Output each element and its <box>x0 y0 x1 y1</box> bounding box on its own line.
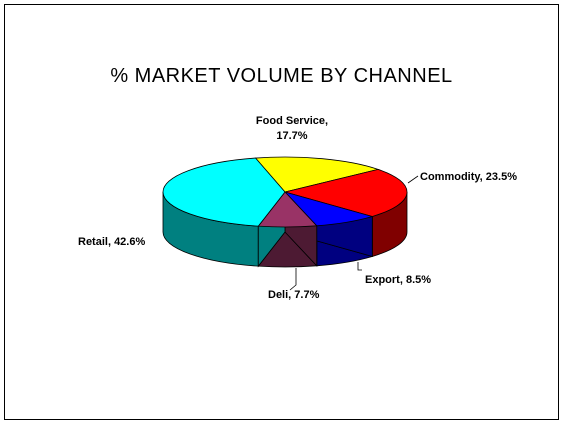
pie-slice-1 <box>283 168 408 217</box>
pie-slice-0 <box>254 156 380 193</box>
leader-line-0 <box>407 175 419 184</box>
slice-label-0: Food Service, <box>256 115 328 127</box>
slice-label-2: Export, 8.5% <box>365 274 431 286</box>
slice-label-1: Commodity, 23.5% <box>420 171 517 183</box>
slice-label-3: Deli, 7.7% <box>268 289 320 301</box>
slice-label-4: Retail, 42.6% <box>78 236 145 248</box>
leader-line-1 <box>357 262 362 271</box>
leader-line-2 <box>289 268 297 291</box>
pie-slice-4 <box>162 157 286 227</box>
chart-title: % MARKET VOLUME BY CHANNEL <box>110 65 453 87</box>
slice-label-0-value: 17.7% <box>276 130 307 142</box>
slide: % MARKET VOLUME BY CHANNEL <box>4 4 559 420</box>
